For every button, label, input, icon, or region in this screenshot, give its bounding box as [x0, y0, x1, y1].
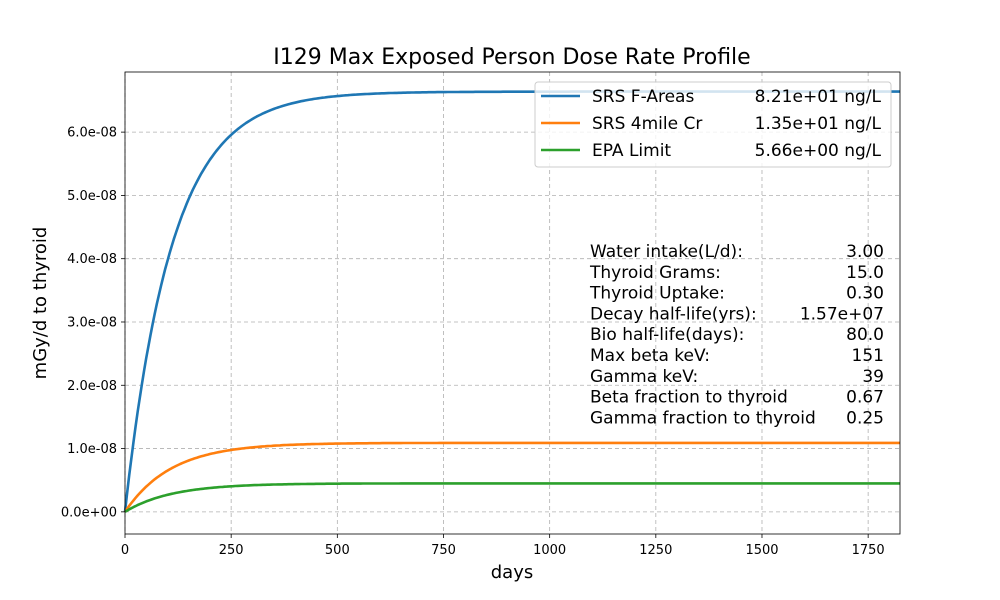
annotation-label: Beta fraction to thyroid [590, 388, 788, 408]
annotation-value: 0.67 [846, 388, 884, 408]
annotation-value: 15.0 [846, 263, 884, 283]
tick-layer: 0 250 500 750 1000 1250 1500 1750 0.0e+00 1.0e-08… [61, 126, 885, 558]
series-line-epa-limit [124, 482, 900, 513]
x-tick-label: 0 [121, 543, 129, 558]
legend-concentration: 8.21e+01 ng/L [755, 87, 882, 107]
legend: SRS F-Areas 8.21e+01 ng/L SRS 4mile Cr 1.35… [534, 81, 892, 168]
x-tick-label: 250 [219, 543, 244, 558]
y-tick-label: 1.0e-08 [67, 442, 117, 457]
annotation-value: 1.57e+07 [800, 304, 884, 324]
y-axis-label: mGy/d to thyroid [30, 227, 51, 380]
x-tick-label: 1000 [533, 543, 566, 558]
x-tick-label: 500 [325, 543, 350, 558]
x-tick-label: 750 [431, 543, 456, 558]
annotation-label: Thyroid Uptake: [589, 284, 725, 304]
annotation-label: Gamma keV: [590, 367, 698, 387]
legend-box [534, 81, 892, 168]
annotation-label: Gamma fraction to thyroid [590, 408, 816, 428]
series-line-srs-4mile-cr [123, 441, 900, 513]
x-tick-label: 1750 [852, 543, 885, 558]
annotation-value: 151 [852, 346, 884, 366]
y-tick-label: 5.0e-08 [67, 189, 117, 204]
legend-series-name: EPA Limit [592, 141, 671, 161]
legend-series-name: SRS 4mile Cr [592, 114, 702, 134]
legend-concentration: 5.66e+00 ng/L [755, 141, 882, 161]
legend-series-name: SRS F-Areas [592, 87, 694, 107]
annotation-label: Water intake(L/d): [590, 242, 743, 262]
y-tick-label: 4.0e-08 [67, 252, 117, 267]
annotation-box: Water intake(L/d): 3.00 Thyroid Grams: 15.0… [589, 242, 884, 428]
y-tick-label: 2.0e-08 [67, 379, 117, 394]
x-tick-label: 1250 [639, 543, 672, 558]
y-tick-label: 0.0e+00 [61, 505, 117, 520]
y-tick-label: 3.0e-08 [67, 315, 117, 330]
annotation-label: Decay half-life(yrs): [590, 304, 757, 324]
chart-title: I129 Max Exposed Person Dose Rate Profil… [273, 45, 750, 70]
x-axis-label: days [491, 562, 534, 583]
annotation-value: 80.0 [846, 325, 884, 345]
x-tick-label: 1500 [745, 543, 778, 558]
annotation-value: 0.30 [846, 284, 884, 304]
annotation-label: Max beta keV: [590, 346, 710, 366]
annotation-label: Bio half-life(days): [590, 325, 744, 345]
y-tick-label: 6.0e-08 [67, 126, 117, 141]
annotation-value: 39 [862, 367, 884, 387]
annotation-value: 3.00 [846, 242, 884, 262]
annotation-value: 0.25 [846, 408, 884, 428]
plot-frame [124, 71, 901, 535]
legend-concentration: 1.35e+01 ng/L [755, 114, 882, 134]
annotation-label: Thyroid Grams: [589, 263, 721, 283]
